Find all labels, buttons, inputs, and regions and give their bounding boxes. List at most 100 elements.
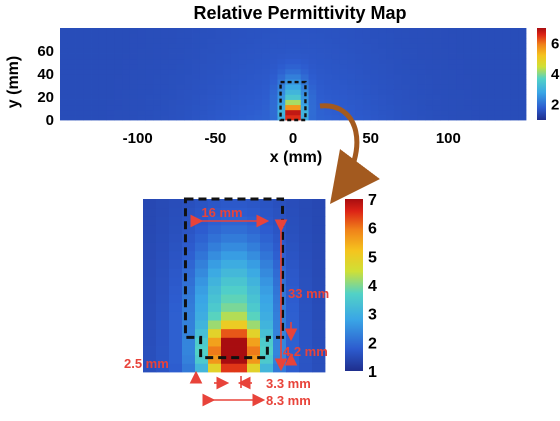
heatmap-cell [153, 68, 162, 75]
heatmap-cell [293, 68, 302, 75]
heatmap-cell [448, 79, 457, 85]
heatmap-cell [246, 89, 255, 95]
heatmap-cell [355, 43, 364, 49]
heatmap-cell [479, 94, 488, 100]
heatmap-cell [98, 38, 107, 44]
heatmap-cell [285, 38, 294, 44]
heatmap-cell [440, 28, 449, 34]
heatmap-cell [362, 38, 372, 44]
heatmap-cell [230, 109, 240, 116]
heatmap-cell [192, 109, 201, 116]
heatmap-cell [129, 38, 139, 44]
heatmap-cell [409, 38, 418, 44]
heatmap-cell [293, 89, 302, 95]
heatmap-cell [510, 79, 519, 85]
heatmap-cell [230, 74, 240, 80]
heatmap-cell [83, 28, 92, 34]
heatmap-cell [347, 84, 356, 90]
zoom-heatmap-cell [247, 346, 261, 356]
heatmap-cell [122, 79, 131, 85]
heatmap-cell [362, 48, 372, 54]
heatmap-cell [83, 48, 92, 54]
heatmap-cell [331, 48, 340, 54]
heatmap-cell [246, 109, 255, 116]
heatmap-cell [324, 38, 333, 44]
label-height: 33 mm [288, 286, 329, 301]
heatmap-cell [370, 104, 379, 111]
heatmap-cell [176, 48, 185, 54]
zoom-heatmap-cell [143, 199, 157, 209]
heatmap-cell [129, 48, 139, 54]
zoom-heatmap-cell [208, 268, 222, 278]
heatmap-cell [355, 94, 364, 100]
zoom-heatmap-cell [273, 268, 287, 278]
heatmap-cell [339, 53, 348, 60]
heatmap-cell [494, 48, 504, 54]
zoom-heatmap-cell [156, 363, 170, 373]
heatmap-cell [254, 84, 263, 90]
zoom-heatmap-cell [234, 294, 248, 304]
zoom-heatmap-cell [182, 363, 196, 373]
heatmap-cell [417, 84, 426, 90]
zoom-heatmap-cell [286, 224, 300, 234]
heatmap-cell [129, 84, 139, 90]
heatmap-cell [355, 109, 364, 116]
heatmap-cell [401, 94, 410, 100]
heatmap-cell [355, 48, 364, 54]
heatmap-cell [223, 68, 232, 75]
heatmap-cell [269, 63, 278, 70]
heatmap-cell [223, 74, 232, 80]
heatmap-cell [316, 53, 325, 60]
heatmap-cell [122, 38, 131, 44]
heatmap-cell [199, 99, 208, 106]
heatmap-cell [230, 33, 240, 39]
zoom-heatmap-cell [182, 250, 196, 260]
heatmap-cell [145, 99, 154, 106]
heatmap-cell [386, 28, 395, 34]
heatmap-cell [137, 53, 146, 60]
heatmap-cell [331, 33, 340, 39]
heatmap-cell [293, 53, 302, 60]
heatmap-cell [386, 104, 395, 111]
heatmap-cell [331, 53, 340, 60]
heatmap-cell [83, 74, 92, 80]
zoom-heatmap-cell [182, 268, 196, 278]
heatmap-cell [393, 94, 403, 100]
heatmap-cell [238, 53, 247, 60]
heatmap-cell [106, 63, 115, 70]
heatmap-cell [215, 89, 224, 95]
zoom-heatmap-cell [182, 354, 196, 364]
heatmap-cell [153, 89, 162, 95]
heatmap-cell [199, 74, 208, 80]
heatmap-cell [230, 53, 240, 60]
heatmap-cell [67, 43, 76, 49]
top-highlight-rect [279, 80, 307, 122]
heatmap-cell [378, 38, 387, 44]
zoom-heatmap-cell [169, 320, 183, 330]
heatmap-cell [308, 53, 317, 60]
heatmap-cell [106, 104, 115, 111]
heatmap-cell [122, 99, 131, 106]
zoom-heatmap-cell [143, 216, 157, 226]
heatmap-cell [153, 74, 162, 80]
heatmap-cell [67, 84, 76, 90]
heatmap-cell [370, 48, 379, 54]
heatmap-cell [114, 33, 123, 39]
zoom-heatmap-cell [299, 242, 313, 252]
heatmap-cell [417, 48, 426, 54]
heatmap-cell [106, 89, 115, 95]
zoom-arrow [319, 103, 380, 205]
heatmap-cell [269, 33, 278, 39]
heatmap-cell [106, 74, 115, 80]
zoom-heatmap-cell [208, 233, 222, 243]
zoom-heatmap-cell [234, 354, 248, 364]
heatmap-cell [238, 58, 247, 65]
heatmap-cell [145, 79, 154, 85]
y-tick-label: 40 [37, 66, 54, 83]
heatmap-cell [246, 33, 255, 39]
heatmap-cell [300, 33, 309, 39]
heatmap-cell [425, 114, 434, 121]
heatmap-cell [176, 89, 185, 95]
heatmap-cell [471, 84, 480, 90]
heatmap-cell [425, 74, 434, 80]
